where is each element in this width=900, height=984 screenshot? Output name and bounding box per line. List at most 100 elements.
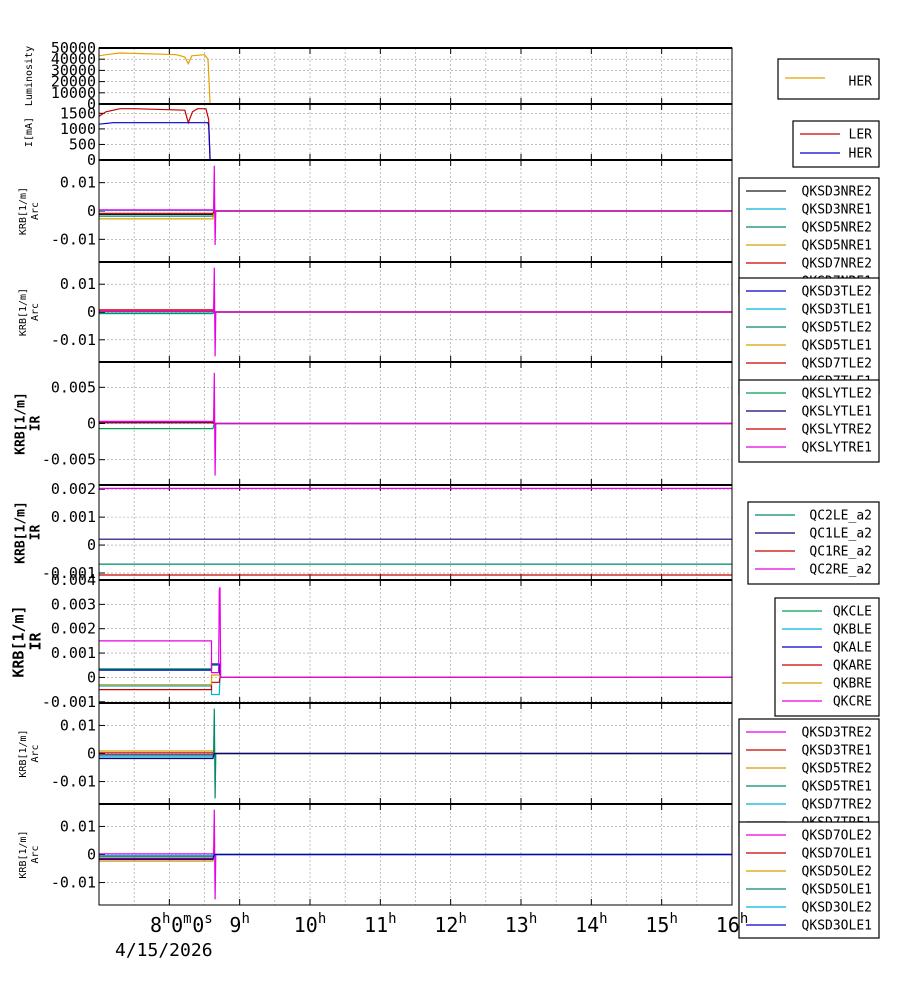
legend-label: QKSD3TLE1 — [802, 303, 872, 318]
legend-5: QKSLYTLE2 QKSLYTLE1 QKSLYTRE2 QKSLYTRE1 — [738, 379, 880, 463]
legend-label: QKSLYTLE1 — [802, 405, 872, 420]
x-date-label: 4/15/2026 — [115, 940, 213, 961]
y-axis-label: KRB[1/m] — [18, 729, 29, 777]
legend-label: QKSD7NRE2 — [802, 257, 872, 272]
legends: HERLERHERQKSD3NRE2QKSD3NRE1QKSD5NRE2QKSD… — [738, 58, 880, 939]
series-line-HER — [99, 52, 732, 104]
legend-box — [792, 120, 880, 168]
legend-label: QKCRE — [833, 695, 872, 710]
y-tick-label: 0.005 — [51, 378, 96, 396]
panel-4: -0.01 0 0.01 KRB[1/m] Arc — [18, 261, 733, 363]
legend-label: LER — [849, 128, 873, 143]
y-tick-label: 0 — [87, 202, 96, 220]
y-tick-label: 0.01 — [60, 817, 96, 835]
legend-label: QC2LE_a2 — [809, 509, 872, 524]
legend-label: QKSD7TLE2 — [802, 357, 872, 372]
y-axis-label: KRB[1/m] — [14, 501, 29, 564]
legend-label: QKARE — [833, 659, 872, 674]
y-tick-label: 0.002 — [51, 620, 96, 638]
legend-label: QKSD7OLE1 — [802, 847, 872, 862]
x-start-label: 8h 0m 0s — [150, 911, 213, 937]
legend-9: QKSD7OLE2 QKSD7OLE1 QKSD5OLE2 QKSD5OLE1 QKSD… — [738, 821, 880, 939]
x-tick-label: 15h — [645, 911, 678, 937]
y-axis-label: Arc — [30, 303, 41, 321]
x-tick-label: 10h — [294, 911, 327, 937]
y-tick-label: 40000 — [51, 50, 96, 68]
series-line-QKSLYTRE1 — [99, 372, 732, 476]
y-tick-label: -0.005 — [42, 451, 96, 469]
legend-box — [738, 718, 880, 836]
y-axis-label: IR — [27, 632, 45, 651]
y-tick-label: 0.004 — [51, 571, 96, 589]
panel-8: -0.01 0 0.01 KRB[1/m] Arc — [18, 702, 733, 805]
y-tick-label: -0.001 — [42, 693, 96, 711]
y-tick-label: 0.002 — [51, 480, 96, 498]
series-line-QKALE — [99, 663, 732, 679]
y-tick-label: -0.01 — [51, 874, 96, 892]
legend-label: HER — [849, 75, 873, 90]
x-tick-label: 12h — [434, 911, 467, 937]
legend-label: QKSD5TLE2 — [802, 321, 872, 336]
legend-label: QKCLE — [833, 605, 872, 620]
legend-label: QKSD5NRE1 — [802, 239, 872, 254]
legend-label: QKSD5NRE2 — [802, 221, 872, 236]
legend-label: QKSD5OLE1 — [802, 883, 872, 898]
y-tick-label: 0 — [87, 151, 96, 169]
x-tick-label: 9h — [229, 911, 249, 937]
y-tick-label: 0 — [87, 95, 96, 113]
panel-9: -0.01 0 0.01 KRB[1/m] Arc — [18, 803, 733, 906]
y-tick-label: -0.01 — [51, 773, 96, 791]
series-line-QKSD7TLE1 — [99, 267, 732, 357]
legend-box — [747, 501, 880, 585]
legend-label: QKBRE — [833, 677, 872, 692]
legend-3: QKSD3NRE2 QKSD3NRE1 QKSD5NRE2 QKSD5NRE1 QKSD… — [738, 177, 880, 295]
y-tick-label: 0.003 — [51, 595, 96, 613]
panel-3: -0.01 0 0.01 KRB[1/m] Arc — [18, 159, 733, 263]
legend-box — [777, 58, 880, 100]
y-axis-label: I[mA] — [24, 117, 35, 147]
y-tick-label: 20000 — [51, 73, 96, 91]
y-axis-label: Arc — [30, 845, 41, 863]
y-axis-label: Luminosity — [24, 46, 35, 106]
legend-label: QKSD5TRE2 — [802, 762, 872, 777]
y-tick-label: 0 — [87, 846, 96, 864]
panels: 01000020000300004000050000Luminosity0500… — [10, 39, 733, 906]
y-axis-label: KRB[1/m] — [18, 288, 29, 336]
y-tick-label: 30000 — [51, 61, 96, 79]
legend-label: QKSD3TRE2 — [802, 726, 872, 741]
x-tick-label: 13h — [505, 911, 538, 937]
legend-label: QKSD3NRE1 — [802, 203, 872, 218]
legend-label: QKSD3OLE2 — [802, 901, 872, 916]
legend-box — [738, 379, 880, 463]
legend-box — [738, 821, 880, 939]
legend-label: QKSD3TRE1 — [802, 744, 872, 759]
legend-label: QKSD5OLE2 — [802, 865, 872, 880]
legend-label: QKSD7TRE2 — [802, 798, 872, 813]
series-line-QKCLE — [99, 664, 732, 679]
y-axis-label: KRB[1/m] — [14, 392, 29, 455]
y-axis-label: Arc — [30, 744, 41, 762]
legend-2: LER HER — [792, 120, 880, 168]
panel-5: -0.005 0 0.005 KRB[1/m] IR — [14, 361, 733, 486]
legend-label: QKSLYTRE2 — [802, 423, 872, 438]
y-axis-label: IR — [29, 525, 44, 541]
y-tick-label: 0 — [87, 745, 96, 763]
y-tick-label: -0.01 — [51, 230, 96, 248]
legend-label: QKALE — [833, 641, 872, 656]
legend-label: QKSD7OLE2 — [802, 829, 872, 844]
y-tick-label: 0.01 — [60, 716, 96, 734]
y-tick-label: 50000 — [51, 39, 96, 57]
y-axis-label: KRB[1/m] — [10, 605, 28, 677]
y-axis-label: IR — [29, 416, 44, 432]
legend-label: QKSD3NRE2 — [802, 185, 872, 200]
legend-label: QKSD5TLE1 — [802, 339, 872, 354]
series-line-QKSD7TRE1 — [99, 752, 732, 760]
x-tick-label: 11h — [364, 911, 397, 937]
series-line-QKSD7NRE1 — [99, 165, 732, 246]
y-axis-label: KRB[1/m] — [18, 830, 29, 878]
legend-label: QKSD5TRE1 — [802, 780, 872, 795]
y-tick-label: 0 — [87, 668, 96, 686]
legend-6: QC2LE_a2 QC1LE_a2 QC1RE_a2 QC2RE_a2 — [747, 501, 880, 585]
